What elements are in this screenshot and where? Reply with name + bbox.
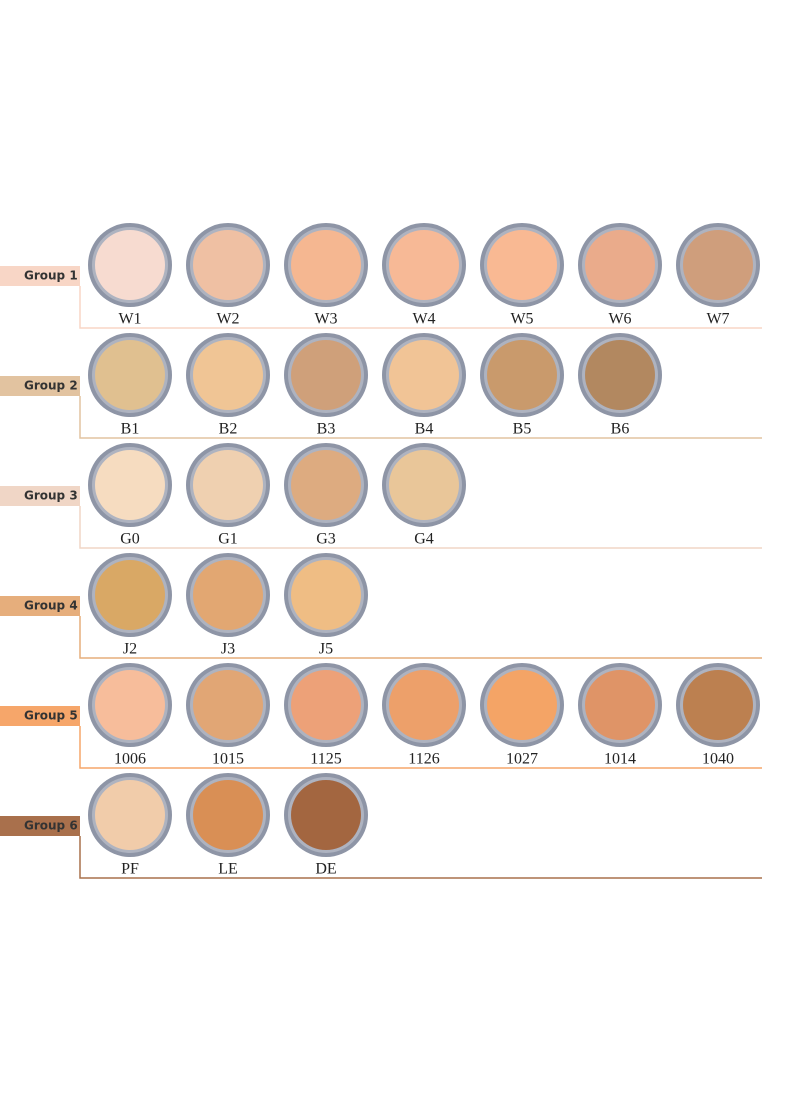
swatch-code: B4 xyxy=(415,421,434,438)
group-bracket xyxy=(79,836,762,879)
swatch-code: W5 xyxy=(510,311,533,328)
swatch xyxy=(193,670,263,740)
group-bracket xyxy=(79,506,762,549)
swatch xyxy=(291,780,361,850)
group-label: Group 6 xyxy=(24,819,78,833)
swatch-code: 1125 xyxy=(310,751,341,768)
group-label: Group 5 xyxy=(24,709,78,723)
swatch-code: PF xyxy=(121,861,139,878)
group-tab xyxy=(0,816,80,836)
swatch xyxy=(95,450,165,520)
swatch xyxy=(95,670,165,740)
swatch xyxy=(389,450,459,520)
swatch-code: DE xyxy=(315,861,336,878)
swatch xyxy=(487,340,557,410)
swatch-code: B1 xyxy=(121,421,140,438)
swatch-code: J2 xyxy=(123,641,137,658)
swatch-code: W2 xyxy=(216,311,239,328)
swatch xyxy=(487,230,557,300)
swatch-code: 1006 xyxy=(114,751,146,768)
swatch xyxy=(291,560,361,630)
swatch-code: 1014 xyxy=(604,751,636,768)
group-label: Group 2 xyxy=(24,379,78,393)
swatch-code: B2 xyxy=(219,421,238,438)
group-bracket xyxy=(79,286,762,329)
swatch xyxy=(291,340,361,410)
swatch xyxy=(193,560,263,630)
swatch-code: W4 xyxy=(412,311,435,328)
group-tab xyxy=(0,706,80,726)
group-bracket xyxy=(79,396,762,439)
group-label: Group 4 xyxy=(24,599,78,613)
swatch-code: 1126 xyxy=(408,751,439,768)
swatch-code: 1027 xyxy=(506,751,538,768)
swatch xyxy=(585,340,655,410)
group-tab xyxy=(0,596,80,616)
swatch xyxy=(193,780,263,850)
swatch xyxy=(389,670,459,740)
swatch-code: W1 xyxy=(118,311,141,328)
swatch-code: B6 xyxy=(611,421,630,438)
swatch xyxy=(193,450,263,520)
swatch xyxy=(95,560,165,630)
swatch-code: G4 xyxy=(414,531,434,548)
swatch-code: B5 xyxy=(513,421,532,438)
swatch-code: J3 xyxy=(221,641,235,658)
group-label: Group 3 xyxy=(24,489,78,503)
group-bracket xyxy=(79,616,762,659)
group-tab xyxy=(0,266,80,286)
swatch-code: J5 xyxy=(319,641,333,658)
swatch xyxy=(683,230,753,300)
swatch-code: G1 xyxy=(218,531,238,548)
swatch xyxy=(389,230,459,300)
swatch-code: 1040 xyxy=(702,751,734,768)
swatch xyxy=(95,340,165,410)
swatch xyxy=(585,670,655,740)
swatch xyxy=(95,780,165,850)
swatch xyxy=(193,230,263,300)
swatch xyxy=(389,340,459,410)
swatch-code: W6 xyxy=(608,311,631,328)
swatch-code: 1015 xyxy=(212,751,244,768)
group-label: Group 1 xyxy=(24,269,78,283)
swatch xyxy=(683,670,753,740)
group-bracket xyxy=(79,726,762,769)
swatch xyxy=(291,670,361,740)
swatch xyxy=(487,670,557,740)
swatch xyxy=(291,450,361,520)
group-tab xyxy=(0,376,80,396)
swatch-code: W3 xyxy=(314,311,337,328)
swatch xyxy=(291,230,361,300)
group-tab xyxy=(0,486,80,506)
swatch xyxy=(585,230,655,300)
swatch xyxy=(95,230,165,300)
swatch-code: B3 xyxy=(317,421,336,438)
swatch-code: W7 xyxy=(706,311,729,328)
swatch xyxy=(193,340,263,410)
swatch-code: G0 xyxy=(120,531,140,548)
swatch-code: G3 xyxy=(316,531,336,548)
swatch-code: LE xyxy=(218,861,238,878)
